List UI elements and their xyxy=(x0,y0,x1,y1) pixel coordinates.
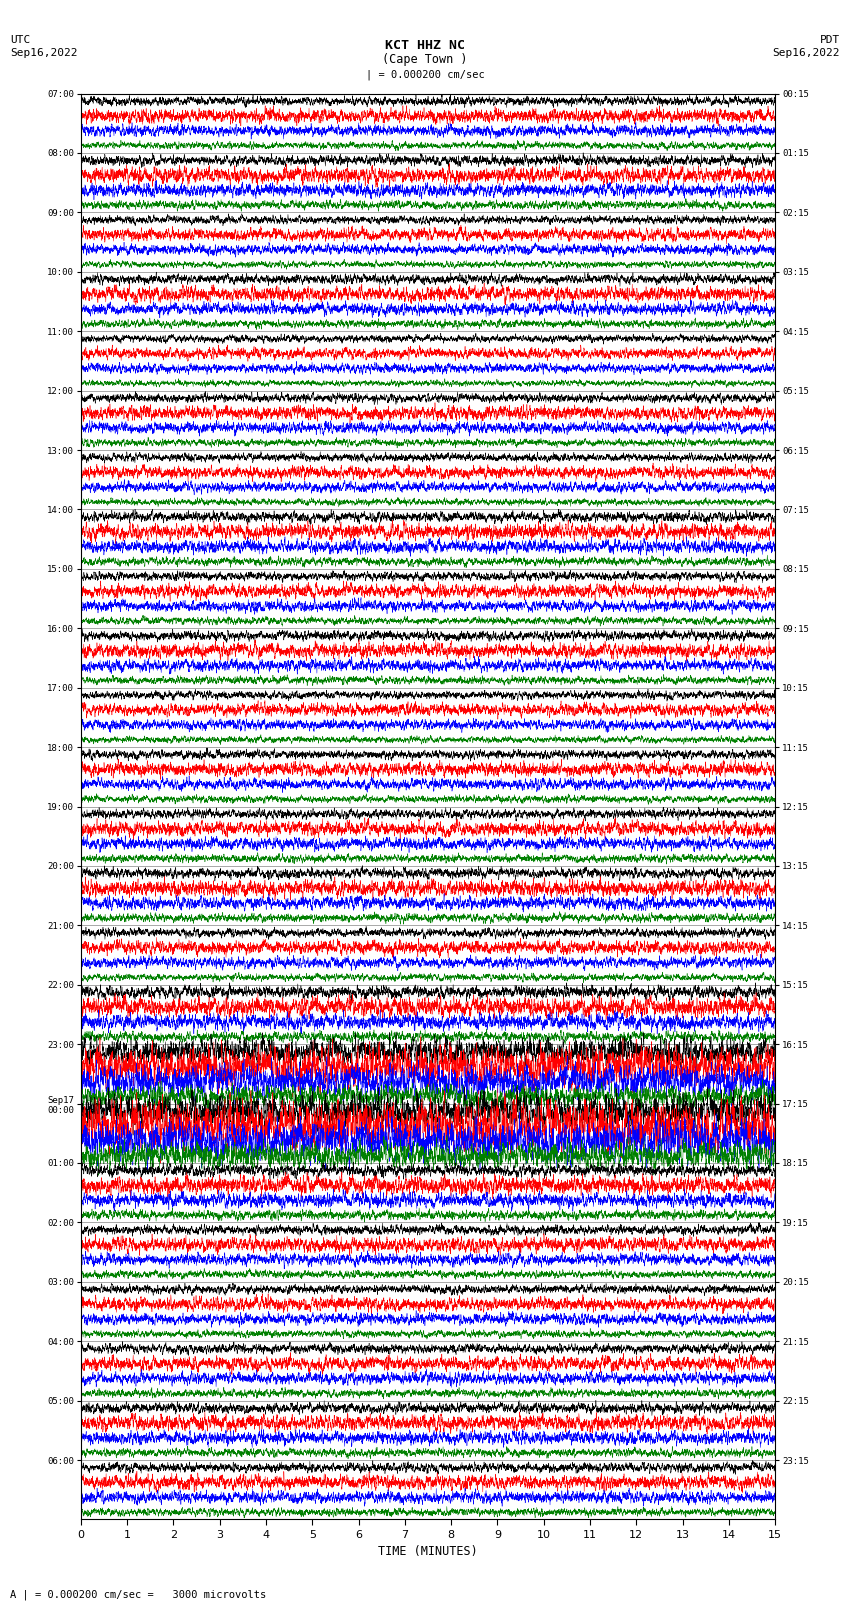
Text: (Cape Town ): (Cape Town ) xyxy=(382,53,468,66)
Text: | = 0.000200 cm/sec: | = 0.000200 cm/sec xyxy=(366,69,484,81)
X-axis label: TIME (MINUTES): TIME (MINUTES) xyxy=(378,1545,478,1558)
Text: A | = 0.000200 cm/sec =   3000 microvolts: A | = 0.000200 cm/sec = 3000 microvolts xyxy=(10,1589,266,1600)
Text: KCT HHZ NC: KCT HHZ NC xyxy=(385,39,465,52)
Text: Sep16,2022: Sep16,2022 xyxy=(773,48,840,58)
Text: Sep16,2022: Sep16,2022 xyxy=(10,48,77,58)
Text: UTC: UTC xyxy=(10,35,31,45)
Text: PDT: PDT xyxy=(819,35,840,45)
